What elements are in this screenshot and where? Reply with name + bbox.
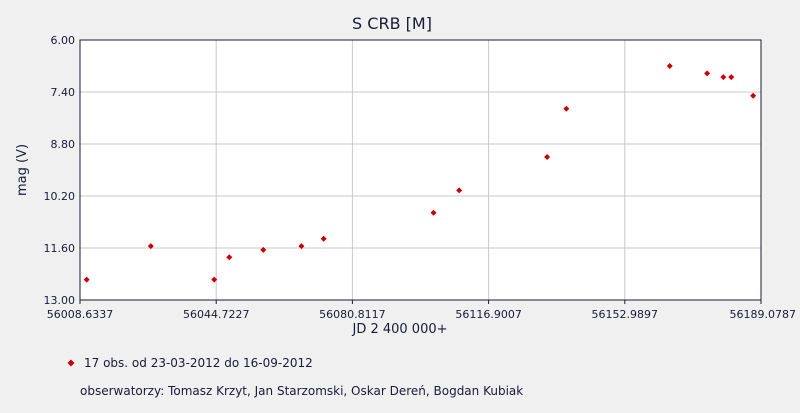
data-points <box>83 63 757 283</box>
legend-summary: 17 obs. od 23-03-2012 do 16-09-2012 <box>84 356 313 370</box>
grid-lines <box>80 40 761 300</box>
chart-title: S CRB [M] <box>352 14 432 33</box>
data-point <box>260 246 267 253</box>
data-point <box>704 70 711 77</box>
data-point <box>720 74 727 81</box>
data-point <box>226 254 233 261</box>
y-axis-label: mag (V) <box>15 144 30 196</box>
x-axis-label: JD 2 400 000+ <box>351 322 447 337</box>
x-axis-ticks: 56008.6337 56044.7227 56080.8117 56116.9007… <box>47 300 796 321</box>
data-point <box>430 209 437 216</box>
variable-star-light-curve: S CRB [M] 6.00 7.40 8.80 10.20 11.60 13.00 56… <box>15 14 796 337</box>
data-point <box>563 105 570 112</box>
data-point <box>83 276 90 283</box>
x-tick-label: 56080.8117 <box>319 308 385 321</box>
y-tick-label: 8.80 <box>51 138 76 151</box>
data-point <box>666 63 673 69</box>
y-tick-label: 6.00 <box>51 34 76 47</box>
x-tick-label: 56152.9897 <box>592 308 658 321</box>
data-point <box>211 276 218 283</box>
observers-line: obserwatorzy: Tomasz Krzyt, Jan Starzoms… <box>80 384 524 398</box>
data-point <box>750 92 757 99</box>
y-tick-label: 13.00 <box>44 294 76 307</box>
x-tick-label: 56189.0787 <box>730 308 796 321</box>
x-tick-label: 56116.9007 <box>455 308 521 321</box>
data-point <box>298 243 305 250</box>
plot-area <box>80 40 761 300</box>
legend-marker-icon <box>64 359 78 367</box>
plot-border <box>79 39 762 301</box>
data-point <box>147 243 154 250</box>
data-point <box>544 154 551 160</box>
data-point <box>728 74 735 81</box>
y-tick-label: 7.40 <box>51 86 76 99</box>
y-tick-label: 11.60 <box>44 242 76 255</box>
data-point <box>320 235 327 242</box>
x-tick-label: 56044.7227 <box>183 308 249 321</box>
y-tick-label: 10.20 <box>44 190 76 203</box>
legend: 17 obs. od 23-03-2012 do 16-09-2012 <box>64 356 313 370</box>
data-point <box>456 187 463 194</box>
x-tick-label: 56008.6337 <box>47 308 113 321</box>
y-axis-ticks: 6.00 7.40 8.80 10.20 11.60 13.00 <box>44 34 76 307</box>
